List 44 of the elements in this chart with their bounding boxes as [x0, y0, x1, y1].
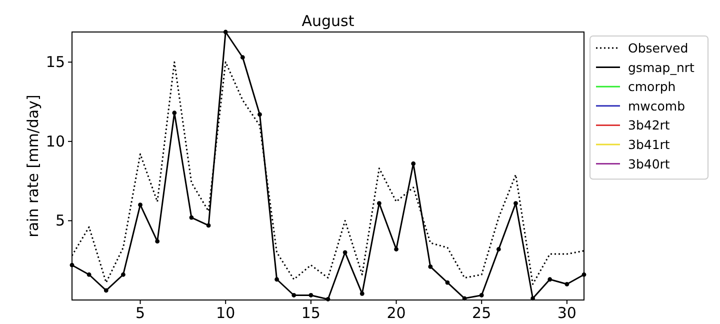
point — [172, 110, 177, 116]
point — [360, 291, 364, 296]
legend-label: 3b40rt — [628, 156, 670, 172]
point — [445, 280, 450, 285]
point — [274, 277, 279, 282]
y-tick-label: 15 — [46, 53, 65, 72]
point — [394, 247, 398, 252]
legend-label: 3b42rt — [628, 118, 670, 133]
x-tick-label: 15 — [301, 304, 320, 322]
y-tick-label: 5 — [55, 212, 65, 230]
y-axis-title: rain rate [mm/day] — [24, 94, 42, 238]
x-tick-label: 20 — [386, 304, 406, 322]
x-tick-label: 10 — [216, 304, 236, 322]
point — [138, 202, 142, 208]
legend-label: cmorph — [628, 79, 676, 94]
x-tick-label: 5 — [135, 304, 146, 322]
point — [564, 282, 570, 286]
point — [121, 272, 126, 277]
legend-label: Observed — [628, 40, 688, 56]
point — [428, 264, 433, 269]
line-series — [70, 30, 586, 302]
legend-label: 3b41rt — [628, 137, 670, 152]
point — [86, 272, 92, 277]
point — [411, 161, 416, 166]
legend-label: gsmap_nrt — [628, 60, 695, 75]
point — [342, 250, 348, 255]
point — [514, 201, 518, 206]
point — [155, 239, 160, 244]
point — [292, 293, 296, 298]
point — [496, 247, 501, 252]
x-tick-label: 25 — [472, 304, 492, 322]
point — [206, 223, 211, 228]
point — [377, 201, 382, 206]
point — [308, 293, 314, 298]
point — [240, 55, 245, 60]
point — [479, 293, 484, 298]
chart-title: August — [302, 12, 354, 30]
legend-label: mwcomb — [628, 98, 686, 114]
point — [104, 288, 108, 293]
point — [258, 112, 262, 117]
x-tick-label: 30 — [557, 304, 576, 322]
point — [189, 215, 194, 220]
y-tick-label: 10 — [46, 132, 65, 150]
point — [548, 277, 552, 282]
